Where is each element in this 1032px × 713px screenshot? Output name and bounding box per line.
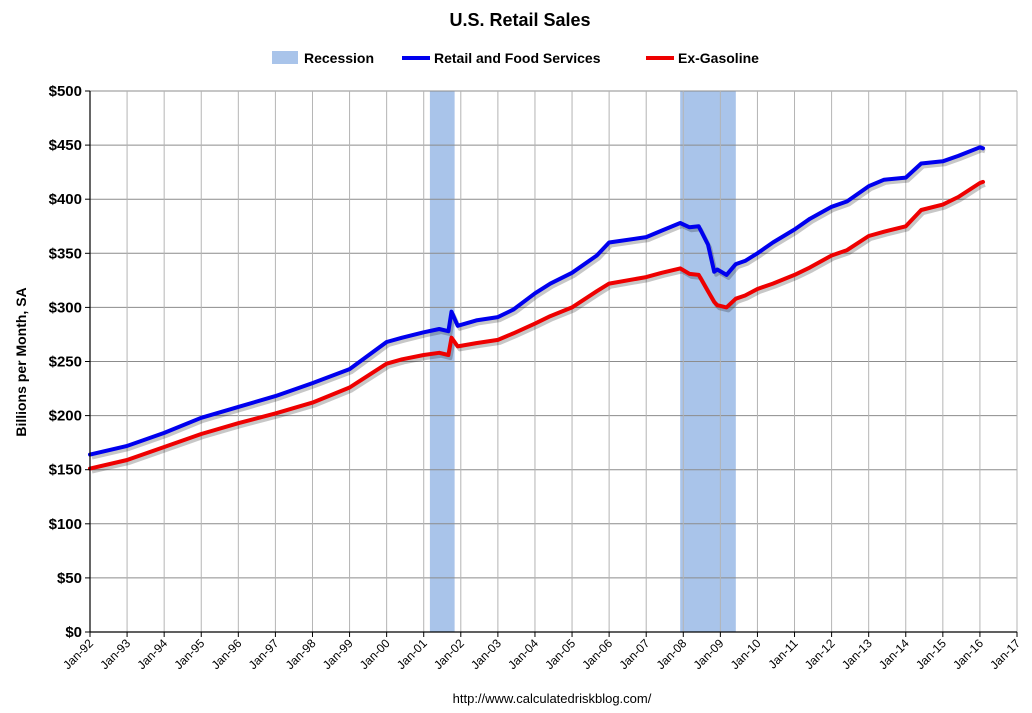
y-tick-labels: $0 $50 $100 $150 $200 $250 $300 $350 $400 $450 $50… xyxy=(49,83,82,641)
y-tick-label: $300 xyxy=(49,299,82,316)
series-shadow-retail xyxy=(91,148,986,460)
y-tick-label: $200 xyxy=(49,408,82,425)
y-axis-label: Billions per Month, SA xyxy=(13,287,29,436)
axes xyxy=(85,90,1018,637)
y-tick-label: $100 xyxy=(49,516,82,533)
series-lines xyxy=(88,145,986,474)
chart-title: U.S. Retail Sales xyxy=(449,10,590,30)
legend: Recession Retail and Food Services Ex-Ga… xyxy=(272,50,759,66)
legend-exgas-label: Ex-Gasoline xyxy=(678,50,759,66)
legend-recession-label: Recession xyxy=(304,50,374,66)
y-tick-label: $500 xyxy=(49,83,82,100)
y-tick-label: $350 xyxy=(49,245,82,262)
y-tick-label: $250 xyxy=(49,354,82,371)
gridlines xyxy=(89,90,1018,633)
series-line-retail-and-food-services xyxy=(88,145,985,457)
legend-retail-label: Retail and Food Services xyxy=(434,50,601,66)
series-shadow-ex-gasoline xyxy=(91,183,986,474)
y-tick-label: $450 xyxy=(49,137,82,154)
y-tick-label: $150 xyxy=(49,462,82,479)
source-url: http://www.calculatedriskblog.com/ xyxy=(453,691,652,706)
y-tick-label: $50 xyxy=(57,570,82,587)
y-tick-label: $400 xyxy=(49,191,82,208)
series-line-ex-gasoline xyxy=(88,179,985,471)
legend-recession-swatch xyxy=(272,51,298,64)
y-tick-label: $0 xyxy=(65,624,82,641)
